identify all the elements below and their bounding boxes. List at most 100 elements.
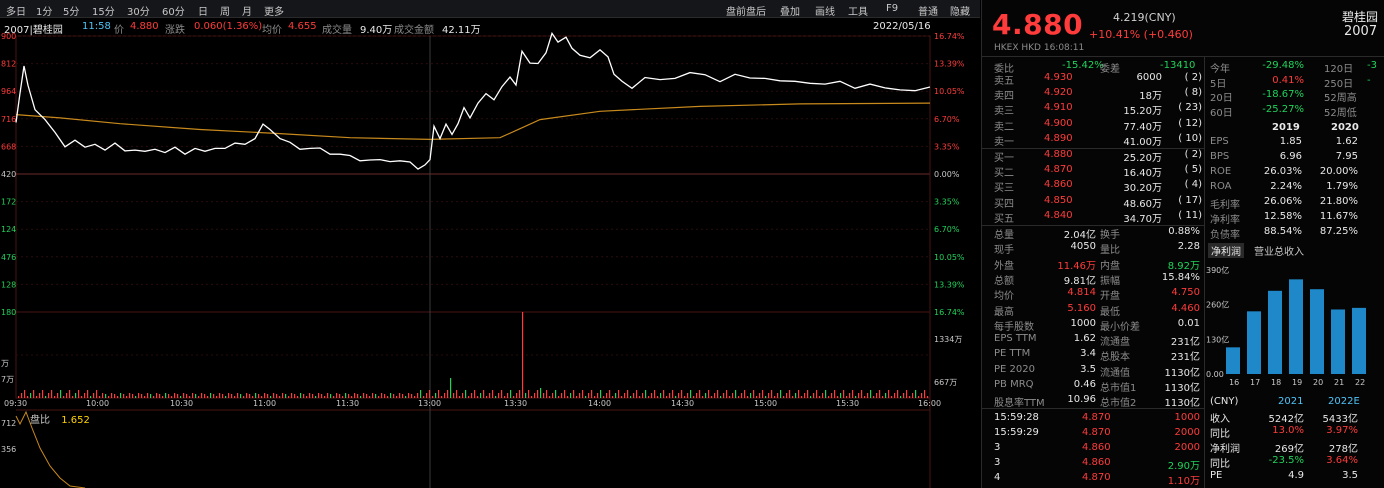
volume-bar — [747, 396, 749, 398]
ask-label: 卖三 — [994, 106, 1014, 118]
volume-bar — [408, 393, 410, 398]
stat-value: 0.01 — [1177, 317, 1200, 329]
volume-bar — [57, 393, 59, 398]
volume-bar — [576, 396, 578, 398]
volume-bar — [291, 393, 293, 398]
volume-bar — [387, 396, 389, 398]
tab-net-profit[interactable]: 净利润 — [1208, 243, 1244, 258]
period-1min[interactable]: 1分 — [36, 7, 53, 18]
price-tick-left: 476 — [1, 253, 16, 262]
weicha-value: -13410 — [1160, 60, 1196, 71]
volume-bar — [141, 394, 143, 398]
stat-value: 0.88% — [1168, 226, 1200, 237]
volume-bar — [282, 393, 284, 398]
forecast-label: PE — [1210, 470, 1223, 481]
volume-bar — [105, 394, 107, 398]
bid-label: 买五 — [994, 213, 1014, 225]
bar-x-tick: 16 — [1229, 378, 1239, 387]
volume-bar — [633, 393, 635, 398]
hide-button[interactable]: 隐藏 — [950, 7, 970, 18]
volume-bar — [825, 390, 827, 398]
period-multi-day[interactable]: 多日 — [6, 7, 26, 18]
volume-bar — [636, 390, 638, 398]
volume-bar — [231, 394, 233, 398]
volume-bar — [222, 394, 224, 398]
volume-bar — [621, 396, 623, 398]
price-tick-left: 128 — [1, 280, 16, 289]
volume-bar — [777, 393, 779, 398]
volume-bar — [249, 394, 251, 398]
volume-bar — [90, 396, 92, 398]
bid-count: ( 17) — [1178, 194, 1202, 206]
period-15min[interactable]: 15分 — [92, 7, 115, 18]
volume-bar — [855, 396, 857, 398]
volume-bar — [618, 390, 620, 398]
volume-bar — [759, 393, 761, 398]
period-30min[interactable]: 30分 — [127, 7, 150, 18]
overlay-button[interactable]: 叠加 — [780, 7, 800, 18]
volume-bar — [474, 390, 476, 398]
volume-bar — [396, 396, 398, 398]
volume-bar — [210, 393, 212, 398]
volume-bar — [228, 393, 230, 398]
bar-x-tick: 20 — [1313, 378, 1323, 387]
volume-bar — [549, 396, 551, 398]
period-5min[interactable]: 5分 — [63, 7, 80, 18]
volume-bar — [273, 393, 275, 398]
volume-bar — [18, 396, 20, 398]
fin-label: ROA — [1210, 181, 1232, 192]
volume-bar — [147, 393, 149, 398]
ask-label: 卖二 — [994, 121, 1014, 133]
volume-bar — [33, 390, 35, 398]
bid-label: 买一 — [994, 153, 1014, 164]
fin-year-2020: 2020 — [1331, 122, 1359, 133]
price-line — [15, 31, 931, 170]
volume-bar — [462, 393, 464, 398]
volume-bar — [267, 394, 269, 398]
ask-price: 4.900 — [1044, 117, 1073, 129]
volume-bar — [912, 393, 914, 398]
volume-bar — [669, 393, 671, 398]
period-60min[interactable]: 60分 — [162, 7, 185, 18]
normal-button[interactable]: 普通 — [918, 7, 938, 18]
volume-bars — [18, 312, 929, 398]
period-month[interactable]: 月 — [242, 7, 252, 18]
volume-bar — [99, 396, 101, 398]
volume-bar — [36, 396, 38, 398]
f9-button[interactable]: F9 — [886, 3, 899, 14]
volume-bar — [582, 390, 584, 398]
pre-post-market-button[interactable]: 盘前盘后 — [726, 7, 766, 18]
volume-bar — [798, 390, 800, 398]
volume-bar — [219, 393, 221, 398]
sub-tick-left: 356 — [1, 445, 16, 454]
tools-button[interactable]: 工具 — [848, 7, 868, 18]
ask-volume: 15.20万 — [1123, 106, 1162, 118]
draw-line-button[interactable]: 画线 — [815, 7, 835, 18]
volume-bar — [96, 390, 98, 398]
volume-bar — [705, 393, 707, 398]
period-week[interactable]: 周 — [220, 7, 230, 18]
volume-bar — [654, 390, 656, 398]
volume-bar — [846, 396, 848, 398]
tab-revenue[interactable]: 营业总收入 — [1254, 247, 1304, 258]
volume-bar — [597, 393, 599, 398]
volume-bar — [573, 390, 575, 398]
weicha-label: 委差 — [1100, 64, 1120, 75]
volume-bar — [588, 393, 590, 398]
period-day[interactable]: 日 — [198, 7, 208, 18]
volume-bar — [783, 396, 785, 398]
period-more[interactable]: 更多 — [264, 7, 284, 18]
volume-bar — [342, 396, 344, 398]
sub-indicator-line — [15, 410, 86, 488]
price-tick-left: 900 — [1, 32, 16, 41]
ask-volume: 6000 — [1136, 72, 1162, 83]
info-time: 11:58 — [82, 21, 111, 32]
fin-value-2019: 88.54% — [1263, 226, 1302, 237]
volume-bar — [792, 396, 794, 398]
sub-panel-header: 盘比 1.652 — [30, 411, 90, 426]
volume-bar — [327, 393, 329, 398]
volume-bar — [264, 393, 266, 398]
bid-label: 买四 — [994, 198, 1014, 210]
volume-bar — [780, 390, 782, 398]
intraday-chart[interactable]: 900 812 964 716 668 420 172 124 476 128 180 万 7万 16.… — [0, 28, 980, 488]
